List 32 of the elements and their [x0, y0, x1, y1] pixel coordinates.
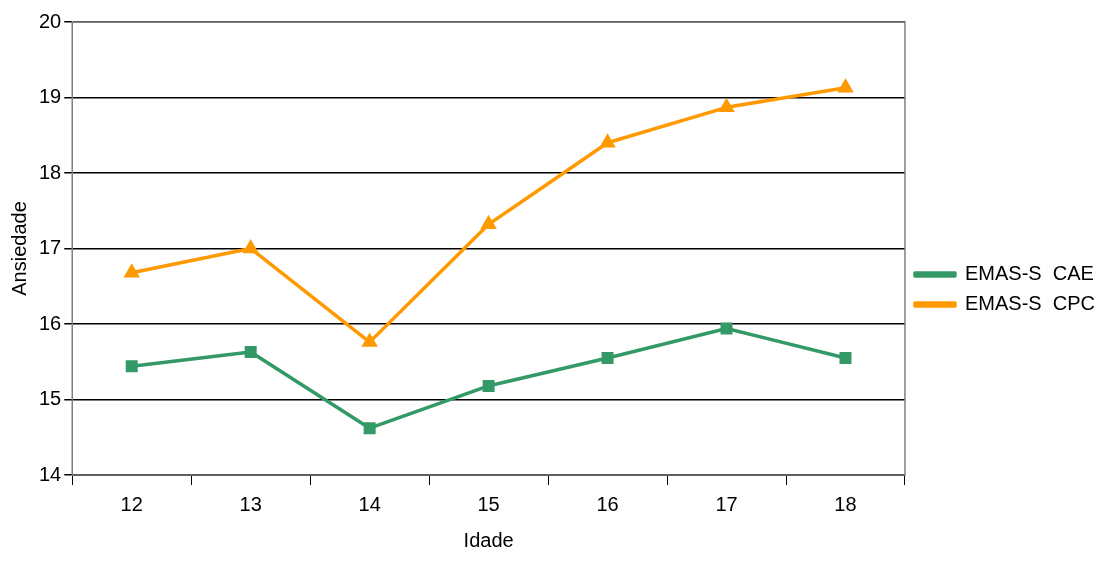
- y-tick-label: 15: [39, 387, 62, 410]
- x-tick-label: 12: [120, 492, 143, 515]
- y-tick-label: 14: [39, 462, 62, 485]
- point: [718, 97, 735, 113]
- point: [838, 79, 853, 93]
- x-tick-label: 16: [596, 492, 619, 515]
- x-tick-label: 15: [477, 492, 500, 515]
- point: [363, 422, 376, 435]
- y-tick-label: 18: [39, 160, 62, 183]
- point: [601, 351, 614, 364]
- y-tick-label: 16: [39, 311, 62, 334]
- point: [362, 334, 377, 347]
- x-tick-label: 17: [715, 492, 738, 515]
- point: [243, 240, 258, 254]
- y-tick-label: 20: [39, 9, 62, 32]
- x-axis-title: Idade: [463, 528, 514, 551]
- point: [124, 264, 139, 278]
- legend-label: EMAS-S CPC: [964, 292, 1096, 315]
- y-tick-label: 17: [39, 236, 62, 259]
- x-tick-label: 18: [834, 492, 857, 515]
- point: [600, 135, 615, 148]
- point: [720, 322, 733, 335]
- legend-label: EMAS-S CAE: [964, 262, 1094, 285]
- x-tick-label: 13: [239, 492, 262, 515]
- point: [125, 360, 138, 373]
- point: [244, 345, 257, 358]
- point: [480, 214, 497, 230]
- point: [839, 351, 852, 364]
- y-tick-label: 19: [39, 85, 62, 108]
- x-tick-label: 14: [358, 492, 381, 515]
- y-axis-title: Ansiedade: [7, 201, 30, 296]
- point: [482, 379, 495, 392]
